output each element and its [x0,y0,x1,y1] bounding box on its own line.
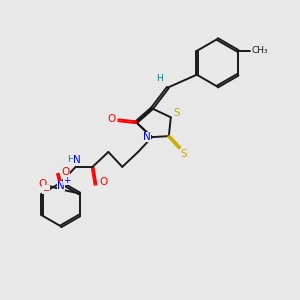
Text: O: O [107,114,116,124]
Text: S: S [180,149,187,159]
Text: N: N [143,132,151,142]
Text: +: + [63,176,70,185]
Text: N: N [57,181,65,191]
Text: O: O [62,167,70,177]
Text: CH₃: CH₃ [251,46,268,56]
Text: S: S [173,108,180,118]
Text: O: O [99,177,108,187]
Text: H: H [68,155,74,164]
Text: −: − [42,185,50,194]
Text: H: H [157,74,163,83]
Text: N: N [73,155,81,165]
Text: O: O [38,179,46,189]
